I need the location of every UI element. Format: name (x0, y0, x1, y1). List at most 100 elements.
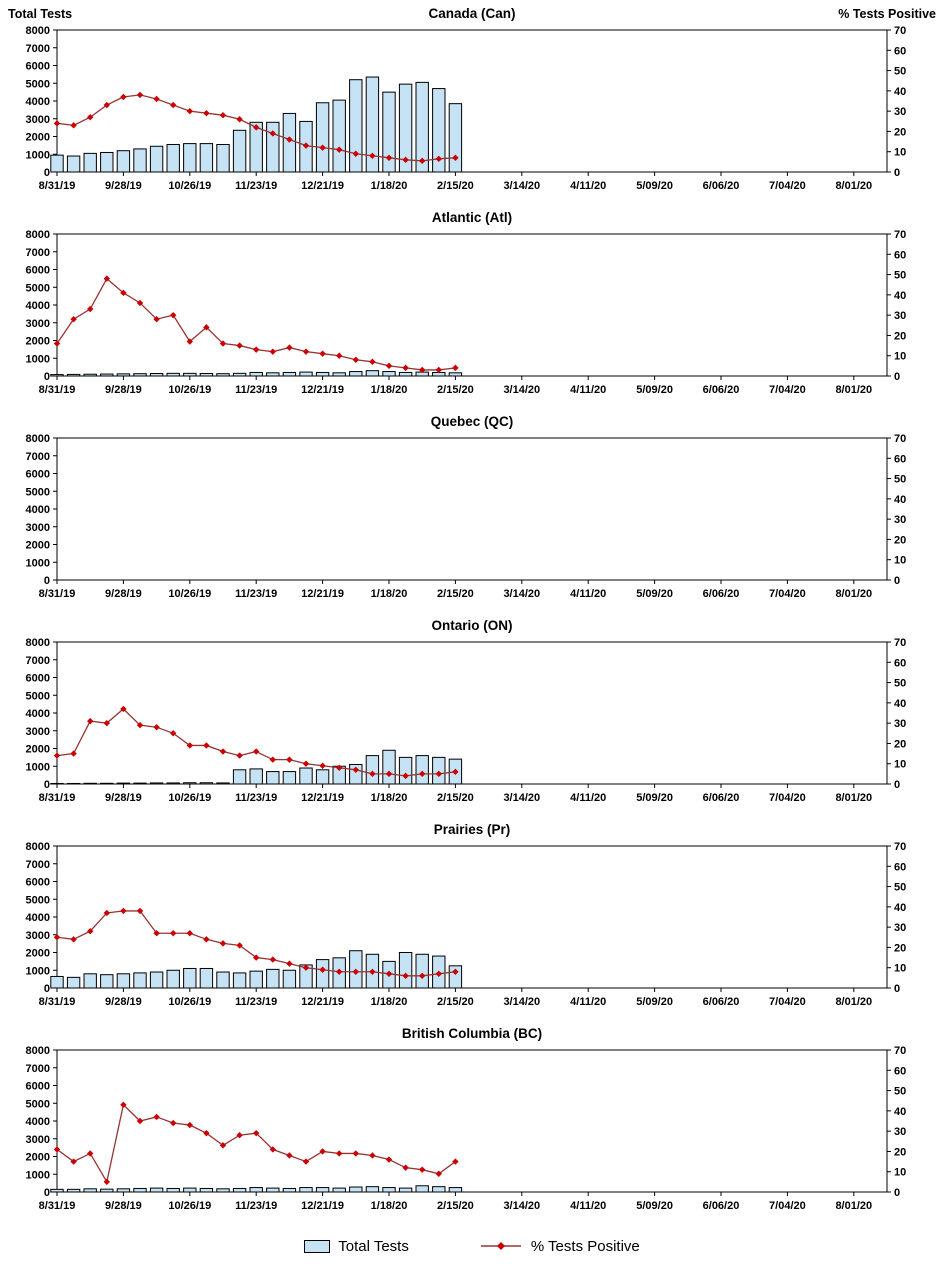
svg-text:11/23/19: 11/23/19 (235, 792, 277, 804)
svg-text:30: 30 (894, 922, 906, 934)
legend-total-tests: Total Tests (304, 1238, 409, 1255)
svg-text:5/09/20: 5/09/20 (636, 180, 673, 192)
svg-text:7/04/20: 7/04/20 (769, 384, 806, 396)
svg-text:7/04/20: 7/04/20 (769, 792, 806, 804)
svg-text:7000: 7000 (26, 451, 50, 463)
total-tests-bars (50, 950, 463, 989)
svg-text:60: 60 (894, 249, 906, 261)
pct-positive-markers (53, 91, 459, 165)
chart-legend: Total Tests % Tests Positive (0, 1228, 944, 1264)
svg-text:8000: 8000 (26, 25, 50, 37)
plot-frame (56, 437, 888, 581)
svg-text:2/15/20: 2/15/20 (437, 792, 474, 804)
svg-text:11/23/19: 11/23/19 (235, 1200, 277, 1212)
svg-text:0: 0 (44, 575, 50, 587)
svg-text:1000: 1000 (26, 557, 50, 569)
svg-text:8000: 8000 (26, 433, 50, 445)
svg-text:50: 50 (894, 882, 906, 894)
svg-text:8/31/19: 8/31/19 (39, 792, 76, 804)
svg-text:9/28/19: 9/28/19 (105, 180, 142, 192)
atlantic-plot: 0 1000 2000 3000 4000 5000 6000 7000 8000 0 10 20 30… (26, 229, 907, 396)
svg-text:2000: 2000 (26, 744, 50, 756)
svg-text:10: 10 (894, 1167, 906, 1179)
chart-title-quebec: Quebec (QC) (430, 414, 514, 429)
chart-block-prairies: Prairies (Pr) 0 1000 2000 3000 4000 5000 6000 7… (0, 820, 944, 1016)
svg-text:5000: 5000 (26, 894, 50, 906)
chart-block-canada: Total Tests % Tests Positive Canada (Can… (0, 4, 944, 200)
svg-text:60: 60 (894, 657, 906, 669)
svg-text:5/09/20: 5/09/20 (636, 792, 673, 804)
svg-text:70: 70 (894, 229, 906, 241)
svg-text:0: 0 (894, 983, 900, 995)
chart-title-ontario: Ontario (ON) (431, 618, 513, 633)
svg-text:5000: 5000 (26, 486, 50, 498)
svg-text:5/09/20: 5/09/20 (636, 996, 673, 1008)
svg-text:10: 10 (894, 147, 906, 159)
svg-text:2/15/20: 2/15/20 (437, 384, 474, 396)
svg-text:4000: 4000 (26, 96, 50, 108)
svg-text:8000: 8000 (26, 229, 50, 241)
svg-text:6000: 6000 (26, 877, 50, 889)
svg-text:8/01/20: 8/01/20 (835, 792, 872, 804)
svg-text:50: 50 (894, 474, 906, 486)
svg-text:30: 30 (894, 1126, 906, 1138)
svg-text:0: 0 (44, 371, 50, 383)
svg-text:10/26/19: 10/26/19 (168, 180, 211, 192)
svg-text:10/26/19: 10/26/19 (168, 792, 211, 804)
total-tests-bars (50, 370, 463, 377)
svg-text:4000: 4000 (26, 1116, 50, 1128)
chart-block-quebec: Quebec (QC) 0 1000 2000 3000 4000 5000 6000 700… (0, 412, 944, 608)
plot-frame (56, 641, 888, 785)
prairies-plot: 0 1000 2000 3000 4000 5000 6000 7000 8000 0 10 20 30… (26, 841, 907, 1008)
svg-text:4000: 4000 (26, 300, 50, 312)
svg-text:0: 0 (894, 1187, 900, 1199)
svg-text:3/14/20: 3/14/20 (503, 588, 540, 600)
svg-text:5000: 5000 (26, 690, 50, 702)
svg-text:2/15/20: 2/15/20 (437, 588, 474, 600)
svg-text:50: 50 (894, 678, 906, 690)
svg-text:8/01/20: 8/01/20 (835, 180, 872, 192)
svg-text:5000: 5000 (26, 282, 50, 294)
svg-text:7/04/20: 7/04/20 (769, 1200, 806, 1212)
svg-text:9/28/19: 9/28/19 (105, 588, 142, 600)
svg-text:0: 0 (44, 167, 50, 179)
svg-text:4/11/20: 4/11/20 (570, 180, 606, 192)
svg-text:9/28/19: 9/28/19 (105, 792, 142, 804)
svg-text:1000: 1000 (26, 965, 50, 977)
svg-text:40: 40 (894, 86, 906, 98)
svg-text:20: 20 (894, 942, 906, 954)
svg-text:4000: 4000 (26, 504, 50, 516)
bc-plot: 0 1000 2000 3000 4000 5000 6000 7000 8000 0 10 20 30… (26, 1045, 907, 1212)
svg-text:10: 10 (894, 963, 906, 975)
svg-text:4/11/20: 4/11/20 (570, 792, 606, 804)
plot-frame (56, 29, 888, 173)
svg-text:7000: 7000 (26, 43, 50, 55)
svg-text:4/11/20: 4/11/20 (570, 1200, 606, 1212)
svg-text:0: 0 (894, 575, 900, 587)
svg-text:3000: 3000 (26, 522, 50, 534)
svg-text:7000: 7000 (26, 859, 50, 871)
svg-text:0: 0 (894, 167, 900, 179)
svg-text:10: 10 (894, 555, 906, 567)
svg-text:11/23/19: 11/23/19 (235, 588, 277, 600)
svg-text:60: 60 (894, 453, 906, 465)
svg-text:2000: 2000 (26, 948, 50, 960)
svg-text:12/21/19: 12/21/19 (301, 588, 344, 600)
svg-text:7000: 7000 (26, 655, 50, 667)
svg-text:6/06/20: 6/06/20 (703, 996, 740, 1008)
svg-text:20: 20 (894, 1146, 906, 1158)
svg-text:30: 30 (894, 106, 906, 118)
svg-text:8/31/19: 8/31/19 (39, 996, 76, 1008)
svg-text:5/09/20: 5/09/20 (636, 384, 673, 396)
svg-text:6/06/20: 6/06/20 (703, 588, 740, 600)
chart-title-canada: Canada (Can) (428, 6, 516, 21)
svg-text:6/06/20: 6/06/20 (703, 1200, 740, 1212)
plot-frame (56, 233, 888, 377)
svg-text:40: 40 (894, 290, 906, 302)
svg-text:5/09/20: 5/09/20 (636, 588, 673, 600)
svg-text:3/14/20: 3/14/20 (503, 996, 540, 1008)
svg-text:8/01/20: 8/01/20 (835, 996, 872, 1008)
svg-text:40: 40 (894, 494, 906, 506)
svg-text:4/11/20: 4/11/20 (570, 996, 606, 1008)
svg-text:12/21/19: 12/21/19 (301, 1200, 344, 1212)
